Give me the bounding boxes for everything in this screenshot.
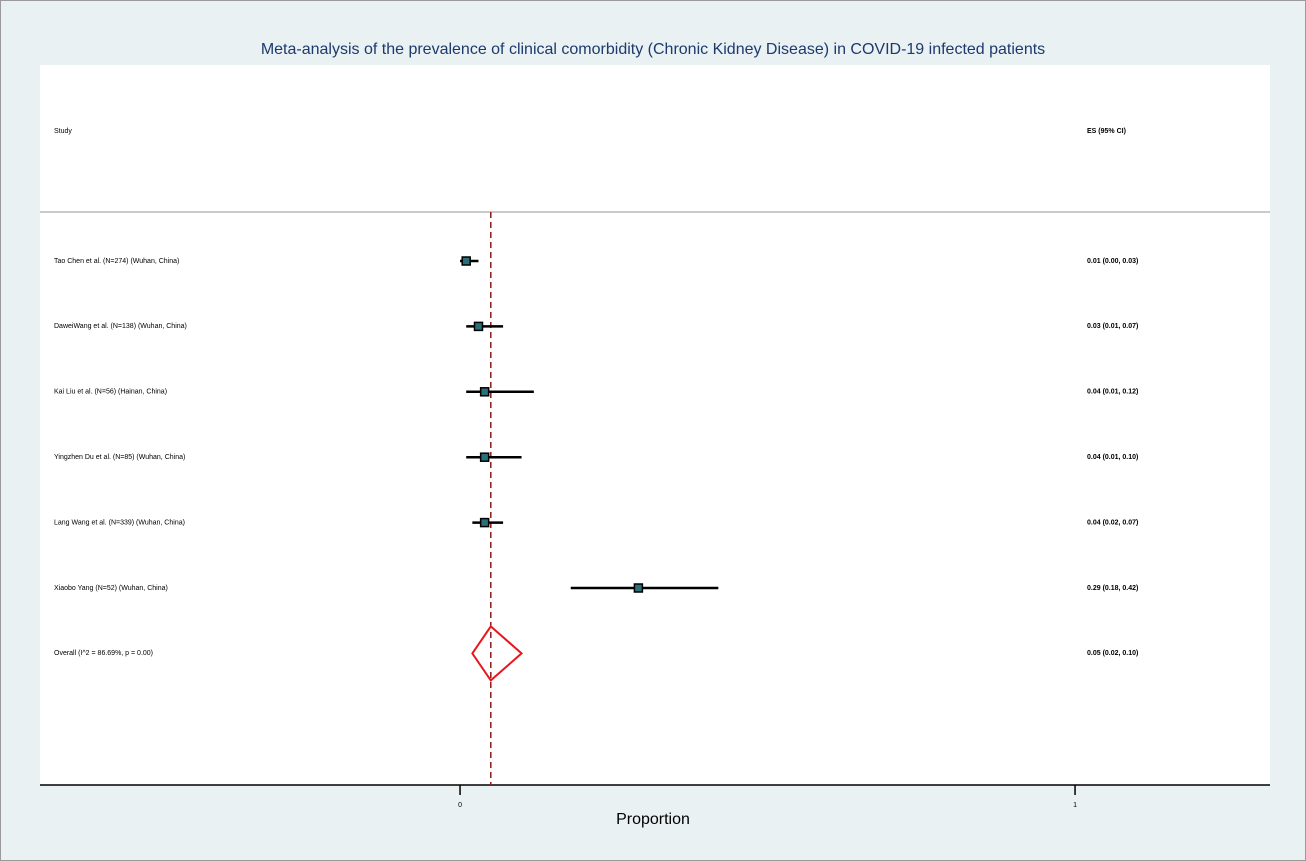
point-estimate	[479, 387, 490, 397]
point-estimate	[479, 452, 490, 462]
study-header: Study	[54, 128, 72, 135]
study-label: Yingzhen Du et al. (N=85) (Wuhan, China)	[54, 454, 185, 461]
study-label: Tao Chen et al. (N=274) (Wuhan, China)	[54, 258, 179, 265]
point-estimate	[633, 583, 644, 593]
es-label: 0.01 (0.00, 0.03)	[1087, 258, 1138, 265]
chart-title: Meta-analysis of the prevalence of clini…	[261, 41, 1045, 58]
study-label: Kai Liu et al. (N=56) (Hainan, China)	[54, 389, 167, 396]
study-label: Xiaobo Yang (N=52) (Wuhan, China)	[54, 585, 168, 592]
study-label: DaweiWang et al. (N=138) (Wuhan, China)	[54, 323, 187, 330]
point-estimate	[473, 321, 484, 332]
study-label: Lang Wang et al. (N=339) (Wuhan, China)	[54, 519, 185, 526]
x-axis-label: Proportion	[616, 811, 690, 828]
es-label: 0.04 (0.01, 0.10)	[1087, 454, 1138, 461]
overall-es-label: 0.05 (0.02, 0.10)	[1087, 650, 1138, 657]
x-tick-label: 1	[1073, 802, 1077, 809]
es-label: 0.03 (0.01, 0.07)	[1087, 323, 1138, 330]
point-estimate	[479, 517, 490, 528]
es-label: 0.04 (0.01, 0.12)	[1087, 389, 1138, 396]
es-header: ES (95% CI)	[1087, 128, 1126, 135]
point-estimate	[461, 256, 471, 266]
es-label: 0.29 (0.18, 0.42)	[1087, 585, 1138, 592]
plot-area	[40, 65, 1270, 785]
overall-diamond	[471, 624, 524, 682]
overall-label: Overall (I^2 = 86.69%, p = 0.00)	[54, 650, 153, 657]
x-tick-label: 0	[458, 802, 462, 809]
es-label: 0.04 (0.02, 0.07)	[1087, 519, 1138, 526]
